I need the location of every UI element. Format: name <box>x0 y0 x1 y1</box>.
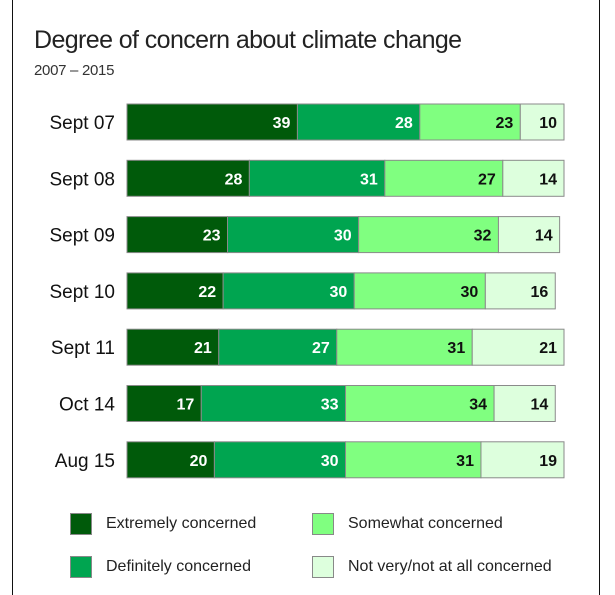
bar-segment-definitely-concerned-sept-11 <box>218 328 338 366</box>
data-label-extremely-concerned-sept-09: 23 <box>203 228 221 245</box>
bar-segment-extremely-concerned-sept-07 <box>126 103 298 141</box>
data-label-extremely-concerned-sept-11: 21 <box>194 340 212 357</box>
data-label-somewhat-concerned-oct-14: 34 <box>469 397 487 414</box>
bar-segment-definitely-concerned-oct-14 <box>200 385 346 422</box>
data-label-not-very-not-at-all-concerned-sept-11: 21 <box>539 340 557 357</box>
legend-swatch-somewhat <box>312 513 334 535</box>
data-label-definitely-concerned-sept-08: 31 <box>360 171 378 188</box>
data-label-somewhat-concerned-sept-10: 30 <box>461 284 479 301</box>
legend-label-definitely: Definitely concerned <box>106 558 251 575</box>
category-label-aug-15: Aug 15 <box>55 451 115 472</box>
data-label-definitely-concerned-sept-10: 30 <box>329 284 347 301</box>
data-label-extremely-concerned-sept-08: 28 <box>225 171 243 188</box>
legend-item-somewhat: Somewhat concerned <box>312 512 503 536</box>
data-label-not-very-not-at-all-concerned-aug-15: 19 <box>539 453 557 470</box>
chart-title: Degree of concern about climate change <box>34 26 462 54</box>
bar-segment-somewhat-concerned-sept-11 <box>336 328 473 366</box>
bar-segment-somewhat-concerned-sept-10 <box>353 272 486 310</box>
bar-segment-definitely-concerned-sept-09 <box>227 216 360 254</box>
bar-segment-definitely-concerned-sept-10 <box>222 272 355 310</box>
category-label-sept-10: Sept 10 <box>50 282 116 303</box>
data-label-not-very-not-at-all-concerned-sept-08: 14 <box>539 171 557 188</box>
bar-segment-extremely-concerned-sept-10 <box>126 272 224 310</box>
category-label-sept-07: Sept 07 <box>50 113 116 134</box>
data-label-somewhat-concerned-sept-11: 31 <box>447 340 465 357</box>
bar-segment-not-very-not-at-all-concerned-sept-09 <box>497 216 561 254</box>
data-label-definitely-concerned-aug-15: 30 <box>321 453 339 470</box>
bar-segment-extremely-concerned-aug-15 <box>126 441 215 479</box>
legend-item-not-very: Not very/not at all concerned <box>312 555 552 579</box>
data-label-somewhat-concerned-sept-08: 27 <box>478 171 496 188</box>
chart-frame <box>12 0 600 595</box>
bar-segment-somewhat-concerned-aug-15 <box>345 441 482 479</box>
legend-label-somewhat: Somewhat concerned <box>348 515 503 532</box>
category-label-sept-09: Sept 09 <box>50 226 116 247</box>
category-label-sept-08: Sept 08 <box>50 169 116 190</box>
bar-segment-not-very-not-at-all-concerned-sept-10 <box>484 272 556 310</box>
data-label-extremely-concerned-sept-07: 39 <box>273 115 291 132</box>
data-label-somewhat-concerned-sept-09: 32 <box>474 228 492 245</box>
data-label-not-very-not-at-all-concerned-sept-09: 14 <box>535 228 553 245</box>
legend-item-definitely: Definitely concerned <box>70 555 251 579</box>
data-label-somewhat-concerned-sept-07: 23 <box>496 115 514 132</box>
legend-label-not-very: Not very/not at all concerned <box>348 558 552 575</box>
chart-subtitle: 2007 – 2015 <box>34 62 115 79</box>
data-label-not-very-not-at-all-concerned-sept-10: 16 <box>530 284 548 301</box>
bar-segment-definitely-concerned-aug-15 <box>213 441 346 479</box>
data-label-definitely-concerned-sept-09: 30 <box>334 228 352 245</box>
data-label-extremely-concerned-aug-15: 20 <box>190 453 208 470</box>
bar-segment-extremely-concerned-sept-11 <box>126 328 220 366</box>
category-label-oct-14: Oct 14 <box>59 395 115 416</box>
legend-swatch-definitely <box>70 556 92 578</box>
data-label-not-very-not-at-all-concerned-sept-07: 10 <box>539 115 557 132</box>
data-label-definitely-concerned-sept-07: 28 <box>395 115 413 132</box>
legend-swatch-extremely <box>70 513 92 535</box>
legend-swatch-not-very <box>312 556 334 578</box>
bar-segment-not-very-not-at-all-concerned-aug-15 <box>480 441 565 479</box>
bar-segment-not-very-not-at-all-concerned-sept-11 <box>471 328 565 366</box>
bar-segment-extremely-concerned-sept-09 <box>126 216 229 254</box>
bar-segment-somewhat-concerned-oct-14 <box>345 385 495 422</box>
bar-segment-not-very-not-at-all-concerned-oct-14 <box>493 385 556 422</box>
bar-segment-extremely-concerned-sept-08 <box>126 159 250 197</box>
legend-label-extremely: Extremely concerned <box>106 515 257 532</box>
bar-segment-not-very-not-at-all-concerned-sept-08 <box>502 159 565 197</box>
bar-segment-not-very-not-at-all-concerned-sept-07 <box>519 103 565 141</box>
data-label-definitely-concerned-sept-11: 27 <box>312 340 330 357</box>
data-label-definitely-concerned-oct-14: 33 <box>321 397 339 414</box>
category-label-sept-11: Sept 11 <box>51 338 115 359</box>
data-label-extremely-concerned-oct-14: 17 <box>176 397 194 414</box>
data-label-extremely-concerned-sept-10: 22 <box>198 284 216 301</box>
legend-item-extremely: Extremely concerned <box>70 512 256 536</box>
data-label-somewhat-concerned-aug-15: 31 <box>456 453 474 470</box>
bar-segment-definitely-concerned-sept-07 <box>296 103 421 141</box>
data-label-not-very-not-at-all-concerned-oct-14: 14 <box>530 397 548 414</box>
